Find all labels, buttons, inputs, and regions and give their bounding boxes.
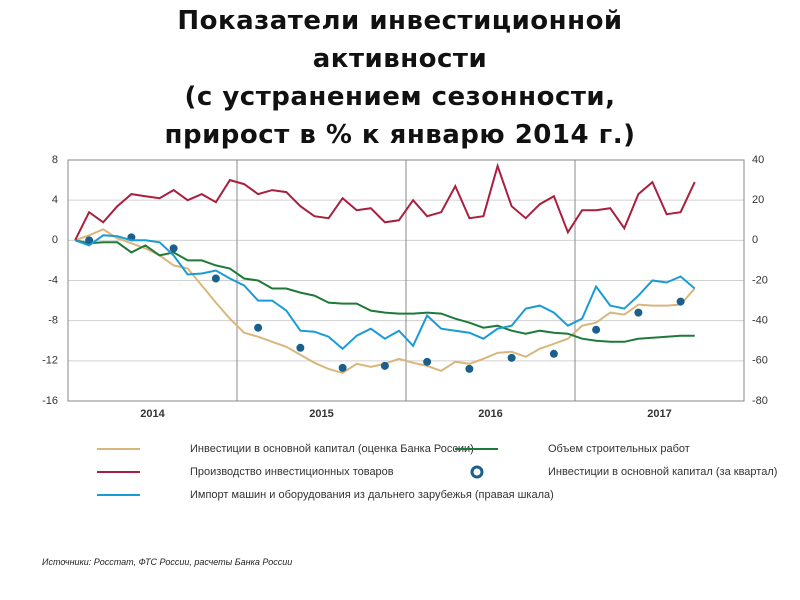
x-tick-label: 2014 bbox=[140, 408, 165, 420]
y2-tick-label: 0 bbox=[752, 234, 758, 246]
data-point bbox=[507, 353, 516, 362]
y2-tick-label: 40 bbox=[752, 154, 764, 166]
data-line bbox=[74, 239, 695, 343]
chart-title: Показатели инвестиционной активности (с … bbox=[164, 6, 636, 150]
y2-tick-label: 20 bbox=[752, 194, 764, 206]
data-point bbox=[380, 361, 389, 370]
data-line bbox=[74, 234, 696, 351]
data-point bbox=[338, 363, 347, 372]
data-point bbox=[634, 308, 643, 317]
data-point bbox=[296, 343, 305, 352]
legend-label: Инвестиции в основной капитал (оценка Ба… bbox=[190, 443, 474, 455]
source-note: Источники: Росстат, ФТС России, расчеты … bbox=[42, 557, 293, 567]
data-point bbox=[85, 236, 94, 245]
data-point bbox=[423, 357, 432, 366]
legend-marker bbox=[470, 465, 484, 479]
data-point bbox=[549, 349, 558, 358]
y-tick-label: -16 bbox=[42, 395, 58, 407]
data-point bbox=[254, 323, 263, 332]
y2-tick-label: -60 bbox=[752, 355, 768, 367]
data-point bbox=[169, 244, 178, 253]
y2-tick-label: -40 bbox=[752, 315, 768, 327]
y-tick-label: -8 bbox=[48, 315, 58, 327]
x-tick-label: 2015 bbox=[309, 408, 333, 420]
legend-label: Объем строительных работ bbox=[548, 443, 690, 455]
y-tick-label: 8 bbox=[52, 154, 58, 166]
plot-frame bbox=[67, 159, 745, 402]
legend-label: Инвестиции в основной капитал (за кварта… bbox=[548, 466, 777, 478]
y2-tick-label: -80 bbox=[752, 395, 768, 407]
y-tick-label: -4 bbox=[48, 274, 58, 286]
data-line bbox=[74, 162, 696, 241]
data-point bbox=[211, 274, 220, 283]
data-point bbox=[592, 325, 601, 334]
data-point bbox=[676, 297, 685, 306]
legend-label: Производство инвестиционных товаров bbox=[190, 466, 394, 478]
data-point bbox=[465, 364, 474, 373]
y-tick-label: -12 bbox=[42, 355, 58, 367]
legend-label: Импорт машин и оборудования из дальнего … bbox=[190, 489, 554, 501]
x-tick-label: 2017 bbox=[647, 408, 671, 420]
y2-tick-label: -20 bbox=[752, 274, 768, 286]
y-tick-label: 4 bbox=[52, 194, 58, 206]
x-tick-label: 2016 bbox=[478, 408, 502, 420]
y-tick-label: 0 bbox=[52, 234, 58, 246]
